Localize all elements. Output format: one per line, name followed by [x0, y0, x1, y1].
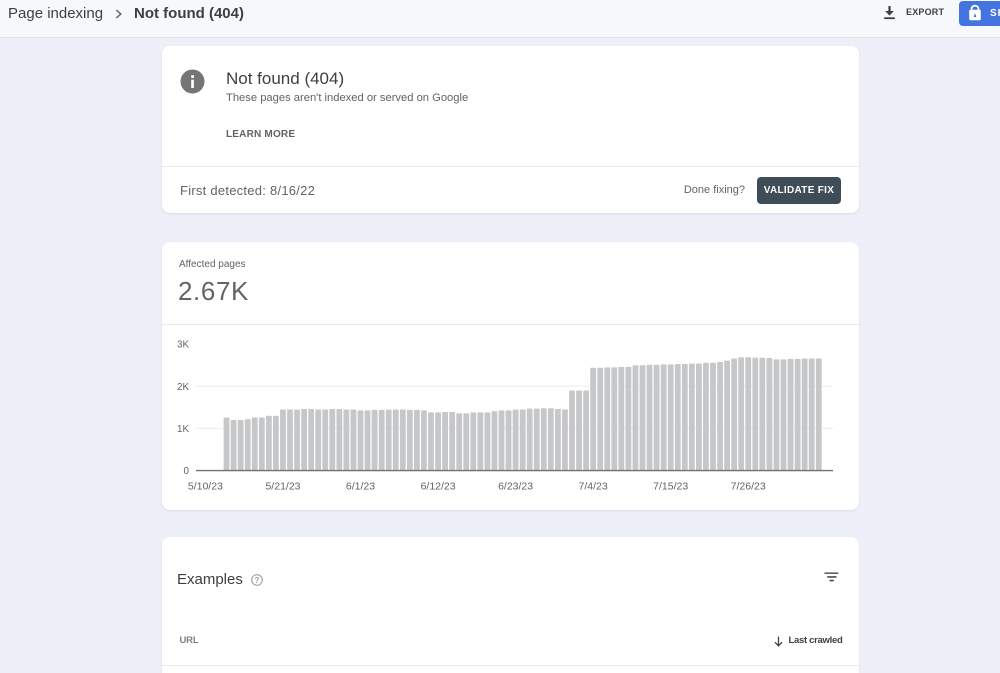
svg-text:7/26/23: 7/26/23	[731, 481, 766, 493]
svg-text:7/15/23: 7/15/23	[653, 481, 688, 493]
svg-text:3K: 3K	[177, 340, 189, 351]
svg-text:6/23/23: 6/23/23	[498, 481, 533, 493]
svg-text:6/12/23: 6/12/23	[421, 481, 456, 493]
svg-text:2K: 2K	[177, 382, 189, 393]
svg-text:5/21/23: 5/21/23	[265, 481, 300, 493]
svg-text:5/10/23: 5/10/23	[188, 481, 223, 493]
svg-text:?: ?	[255, 576, 260, 585]
svg-text:0: 0	[184, 466, 190, 477]
svg-text:1K: 1K	[177, 424, 189, 435]
svg-text:6/1/23: 6/1/23	[346, 481, 375, 493]
svg-text:7/4/23: 7/4/23	[578, 481, 607, 493]
